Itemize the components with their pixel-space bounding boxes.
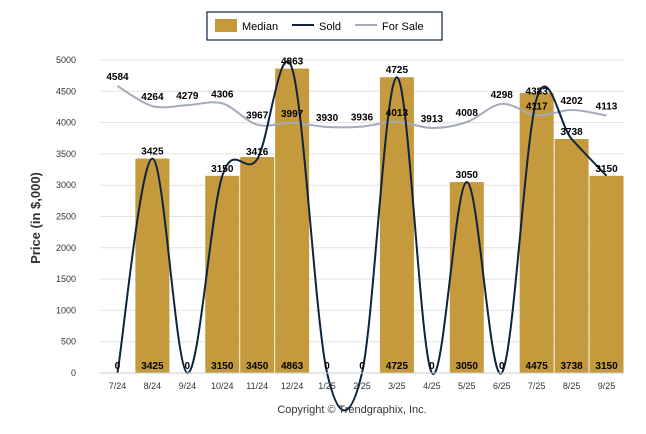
x-tick-label: 10/24	[211, 381, 234, 391]
x-tick-label: 6/25	[493, 381, 511, 391]
for-sale-value-label: 3913	[421, 114, 444, 125]
y-tick-label: 1000	[56, 305, 76, 315]
for-sale-value-label: 4298	[491, 90, 514, 101]
x-tick-label: 7/24	[109, 381, 127, 391]
x-tick-label: 7/25	[528, 381, 546, 391]
bar-median	[275, 68, 310, 373]
bar-base-label: 0	[185, 361, 191, 372]
sold-value-label: 3150	[211, 164, 234, 175]
for-sale-value-label: 4279	[176, 91, 199, 102]
x-tick-label: 12/24	[281, 381, 304, 391]
for-sale-value-label: 4008	[456, 108, 479, 119]
for-sale-value-label: 4013	[386, 108, 409, 119]
bar-base-label: 4725	[386, 361, 409, 372]
y-tick-label: 0	[71, 368, 76, 378]
bar-median	[205, 175, 240, 373]
sold-value-label: 4863	[281, 57, 304, 68]
bar-base-label: 3050	[456, 361, 479, 372]
x-tick-label: 8/24	[144, 381, 162, 391]
y-tick-label: 500	[61, 337, 76, 347]
y-tick-label: 2500	[56, 212, 76, 222]
bar-base-label: 4863	[281, 361, 304, 372]
x-tick-label: 8/25	[563, 381, 581, 391]
for-sale-value-label: 4117	[526, 101, 548, 112]
data-labels: 0 3425 0 3150 3450 4863 0 0 4725 0 3050 0 4475 3738 31…	[106, 57, 618, 372]
legend-median-swatch	[215, 19, 237, 32]
for-sale-value-label: 4264	[141, 92, 164, 103]
y-tick-label: 3000	[56, 180, 76, 190]
legend: Median Sold For Sale	[206, 11, 443, 41]
bar-median	[449, 182, 484, 373]
sold-value-label: 3425	[141, 147, 164, 158]
bar-median	[519, 92, 554, 374]
for-sale-value-label: 3936	[351, 113, 374, 124]
for-sale-value-label: 4202	[560, 96, 583, 107]
copyright-footer: Copyright © Trendgraphix, Inc.	[277, 404, 426, 416]
series-lines	[116, 60, 608, 412]
y-tick-label: 4000	[56, 118, 76, 128]
for-sale-value-label: 4584	[106, 72, 129, 83]
x-tick-label: 5/25	[458, 381, 476, 391]
x-tick-label: 3/25	[388, 381, 406, 391]
median-bars	[135, 68, 624, 374]
bar-median	[240, 157, 275, 373]
sold-value-label: 4383	[526, 87, 549, 98]
sold-value-label: 4725	[386, 65, 409, 76]
bar-base-label: 0	[115, 361, 121, 372]
for-sale-value-label: 4113	[596, 102, 618, 113]
bar-base-label: 3450	[246, 361, 269, 372]
legend-forsale-label: For Sale	[382, 21, 424, 33]
bar-median	[589, 175, 624, 373]
x-tick-label: 9/25	[598, 381, 616, 391]
x-axis: 7/24 8/24 9/24 10/24 11/24 12/24 1/25 2/25 3/25 4…	[109, 381, 616, 391]
y-axis-title: Price (in $,000)	[28, 172, 43, 264]
for-sale-value-label: 3997	[281, 109, 304, 120]
y-tick-label: 3500	[56, 149, 76, 159]
for-sale-value-label: 4306	[211, 89, 234, 100]
bar-median	[554, 139, 589, 373]
legend-box	[206, 11, 443, 41]
for-sale-line	[116, 85, 607, 130]
x-tick-label: 2/25	[353, 381, 371, 391]
legend-median-label: Median	[242, 21, 278, 33]
bar-base-label: 0	[359, 361, 365, 372]
bar-base-label: 3150	[211, 361, 234, 372]
y-axis: 0 500 1000 1500 2000 2500 3000 3500 4000 4500 5000	[56, 55, 76, 378]
sold-line	[116, 60, 608, 412]
bar-base-label: 3738	[560, 361, 583, 372]
bar-base-label: 0	[429, 361, 435, 372]
bar-base-label: 3425	[141, 361, 164, 372]
y-tick-label: 1500	[56, 274, 76, 284]
bar-median	[135, 158, 170, 373]
sold-value-label: 3050	[456, 170, 479, 181]
x-tick-label: 4/25	[423, 381, 441, 391]
for-sale-value-label: 3967	[246, 111, 269, 122]
sold-value-label: 3738	[560, 127, 583, 138]
bar-base-label: 0	[324, 361, 330, 372]
x-tick-label: 9/24	[179, 381, 197, 391]
y-tick-label: 2000	[56, 243, 76, 253]
bar-median	[379, 77, 414, 373]
bar-base-label: 0	[499, 361, 505, 372]
sold-value-label: 3416	[246, 147, 269, 158]
y-tick-label: 4500	[56, 86, 76, 96]
legend-sold-label: Sold	[319, 21, 341, 33]
bar-base-label: 4475	[526, 361, 549, 372]
x-tick-label: 1/25	[318, 381, 336, 391]
y-tick-label: 5000	[56, 55, 76, 65]
x-tick-label: 11/24	[246, 381, 268, 391]
bar-base-label: 3150	[595, 361, 618, 372]
sold-value-label: 3150	[595, 164, 618, 175]
for-sale-value-label: 3930	[316, 113, 339, 124]
